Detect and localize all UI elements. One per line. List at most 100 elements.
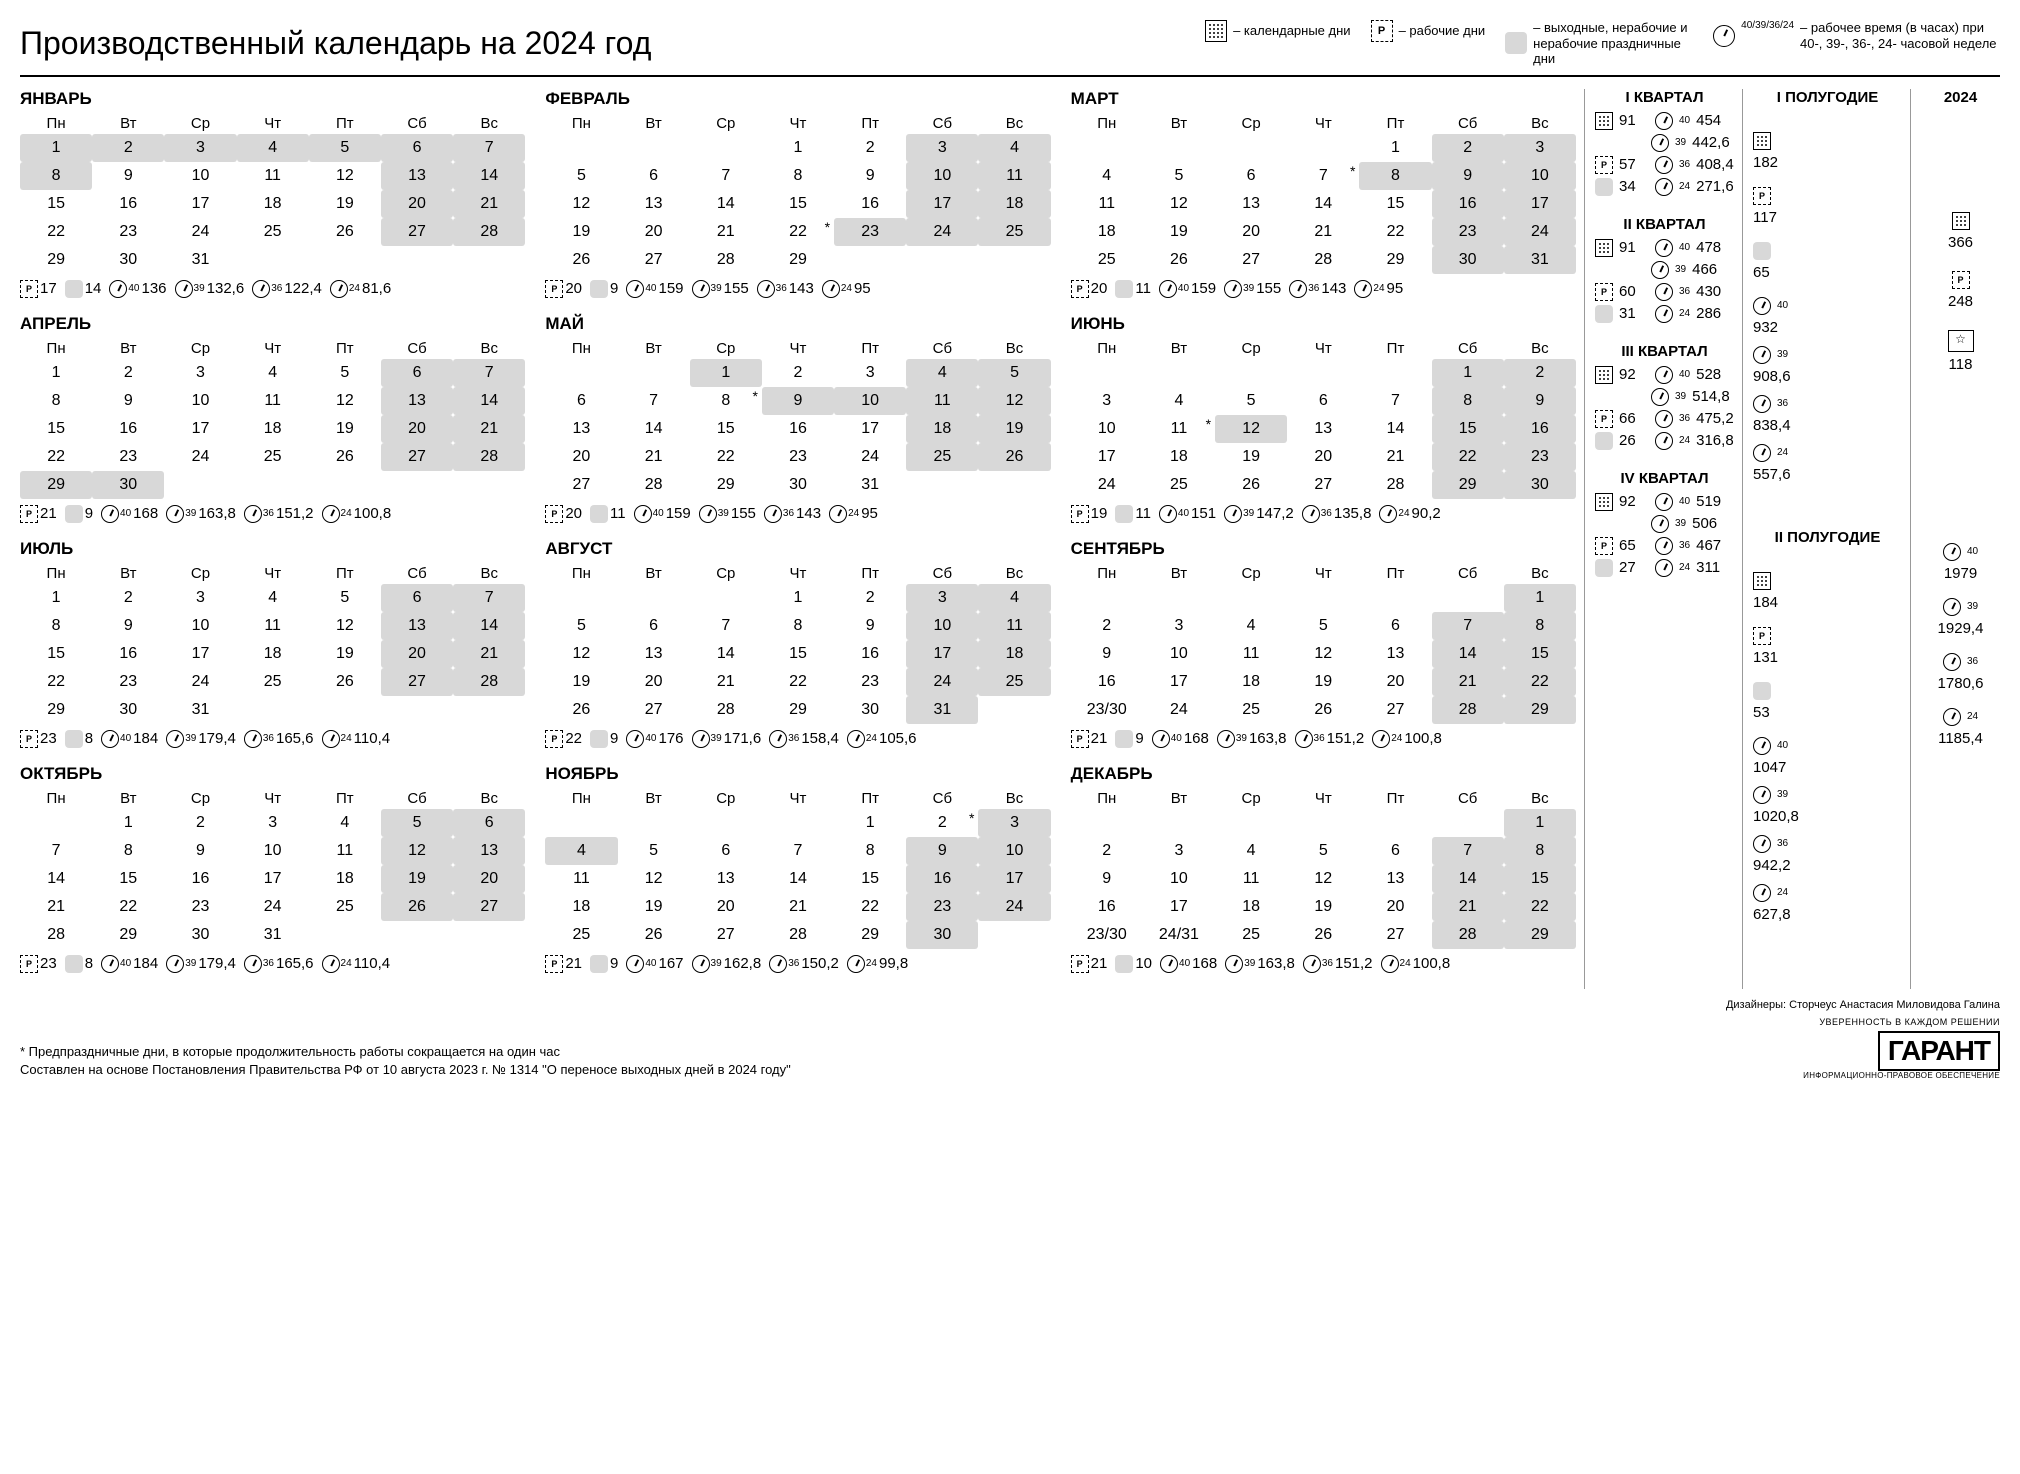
day-cell: 22 bbox=[762, 218, 834, 246]
day-cell: 27 bbox=[381, 668, 453, 696]
footnote-basis: Составлен на основе Постановления Правит… bbox=[20, 1062, 791, 1077]
day-cell: 22 bbox=[762, 668, 834, 696]
day-cell: 24 bbox=[237, 893, 309, 921]
day-cell: 19 bbox=[1287, 893, 1359, 921]
weekend-icon bbox=[65, 730, 83, 748]
work-days-icon: Р bbox=[1371, 20, 1393, 42]
day-cell: 7 bbox=[690, 612, 762, 640]
day-cell: 11 bbox=[978, 612, 1050, 640]
work-days-icon: Р bbox=[1753, 627, 1771, 645]
clock-icon bbox=[1289, 280, 1307, 298]
clock-icon bbox=[1651, 515, 1669, 533]
day-cell: 29 bbox=[762, 696, 834, 724]
day-cell: 3 bbox=[164, 359, 236, 387]
calendar-days-icon bbox=[1952, 212, 1970, 230]
clock-icon bbox=[1753, 346, 1771, 364]
day-cell: 22 bbox=[1504, 668, 1576, 696]
clock-icon bbox=[829, 505, 847, 523]
day-cell: 5 bbox=[978, 359, 1050, 387]
weekday-header: ПнВтСрЧтПтСбВс bbox=[20, 115, 525, 132]
clock-icon bbox=[1713, 25, 1735, 47]
clock-icon bbox=[1217, 730, 1235, 748]
clock-icon bbox=[101, 505, 119, 523]
day-cell: 20 bbox=[381, 415, 453, 443]
day-cell: 1 bbox=[92, 809, 164, 837]
days-grid: 1234567891011121314151617181920212223/30… bbox=[1071, 809, 1576, 949]
weekday-header: ПнВтСрЧтПтСбВс bbox=[545, 565, 1050, 582]
day-cell: 30 bbox=[164, 921, 236, 949]
day-cell: 18 bbox=[1071, 218, 1143, 246]
day-cell: 5 bbox=[1143, 162, 1215, 190]
weekend-icon bbox=[590, 280, 608, 298]
day-cell: 4 bbox=[1215, 837, 1287, 865]
day-cell: 8 bbox=[1504, 837, 1576, 865]
day-cell: 12 bbox=[618, 865, 690, 893]
day-cell: 8 bbox=[762, 612, 834, 640]
day-cell: 24 bbox=[906, 218, 978, 246]
day-cell: 20 bbox=[381, 190, 453, 218]
day-cell: 17 bbox=[237, 865, 309, 893]
day-cell: 9 bbox=[1071, 640, 1143, 668]
day-cell: 15 bbox=[762, 640, 834, 668]
month-name: ИЮЛЬ bbox=[20, 539, 525, 559]
day-cell: 15 bbox=[1504, 865, 1576, 893]
weekend-icon bbox=[1115, 955, 1133, 973]
day-cell: 6 bbox=[1359, 612, 1431, 640]
day-cell: 21 bbox=[453, 190, 525, 218]
day-cell: 15 bbox=[834, 865, 906, 893]
day-cell: 25 bbox=[309, 893, 381, 921]
day-cell: 13 bbox=[1287, 415, 1359, 443]
quarter-title: I КВАРТАЛ bbox=[1595, 89, 1734, 106]
day-cell: 14 bbox=[618, 415, 690, 443]
day-cell: 8 bbox=[20, 612, 92, 640]
footnote-star: * Предпраздничные дни, в которые продолж… bbox=[20, 1044, 791, 1059]
day-cell: 16 bbox=[834, 640, 906, 668]
day-cell: 28 bbox=[690, 246, 762, 274]
day-cell: 2 bbox=[762, 359, 834, 387]
day-cell: 5 bbox=[1287, 837, 1359, 865]
day-cell: 10 bbox=[906, 612, 978, 640]
month-stats: Р20 9 40159 39155 36143 2495 bbox=[545, 280, 1050, 298]
quarter-block: III КВАРТАЛ 9240528 39514,8 Р6636475,2 2… bbox=[1595, 343, 1734, 450]
calendar-row: ИЮЛЬПнВтСрЧтПтСбВс1234567891011121314151… bbox=[20, 539, 1576, 748]
day-cell: 31 bbox=[1504, 246, 1576, 274]
clock-icon bbox=[322, 730, 340, 748]
month-stats: Р21 9 40168 39163,8 36151,2 24100,8 bbox=[20, 505, 525, 523]
day-cell: 6 bbox=[1287, 387, 1359, 415]
day-cell: 20 bbox=[381, 640, 453, 668]
day-cell: 20 bbox=[618, 668, 690, 696]
clock-icon bbox=[1655, 239, 1673, 257]
day-cell: 10 bbox=[834, 387, 906, 415]
clock-icon bbox=[1381, 955, 1399, 973]
day-cell: 4 bbox=[545, 837, 617, 865]
day-cell: 13 bbox=[453, 837, 525, 865]
day-cell: 23 bbox=[92, 218, 164, 246]
day-cell: 9 bbox=[762, 387, 834, 415]
day-cell: 28 bbox=[762, 921, 834, 949]
day-cell: 18 bbox=[906, 415, 978, 443]
day-cell: 5 bbox=[545, 162, 617, 190]
clock-icon bbox=[330, 280, 348, 298]
day-cell: 16 bbox=[1504, 415, 1576, 443]
day-cell: 7 bbox=[20, 837, 92, 865]
day-cell: 26 bbox=[309, 668, 381, 696]
day-cell: 3 bbox=[1504, 134, 1576, 162]
day-cell: 12 bbox=[309, 612, 381, 640]
day-cell: 31 bbox=[164, 246, 236, 274]
day-cell: 29 bbox=[762, 246, 834, 274]
clock-icon bbox=[847, 730, 865, 748]
month-name: СЕНТЯБРЬ bbox=[1071, 539, 1576, 559]
day-cell: 28 bbox=[453, 443, 525, 471]
month: НОЯБРЬПнВтСрЧтПтСбВс12345678910111213141… bbox=[545, 764, 1050, 973]
day-cell: 29 bbox=[20, 471, 92, 499]
day-cell: 7 bbox=[453, 359, 525, 387]
days-grid: 1234567891011121314151617181920212223242… bbox=[545, 359, 1050, 499]
day-cell: 31 bbox=[237, 921, 309, 949]
half-year-block: I ПОЛУГОДИЕ 182 Р 117 65 40 932 39 908,6… bbox=[1753, 89, 1902, 509]
day-cell: 17 bbox=[834, 415, 906, 443]
day-cell: 28 bbox=[690, 696, 762, 724]
day-cell: 28 bbox=[1287, 246, 1359, 274]
day-cell: 19 bbox=[309, 640, 381, 668]
day-cell: 7 bbox=[690, 162, 762, 190]
weekend-icon bbox=[65, 280, 83, 298]
